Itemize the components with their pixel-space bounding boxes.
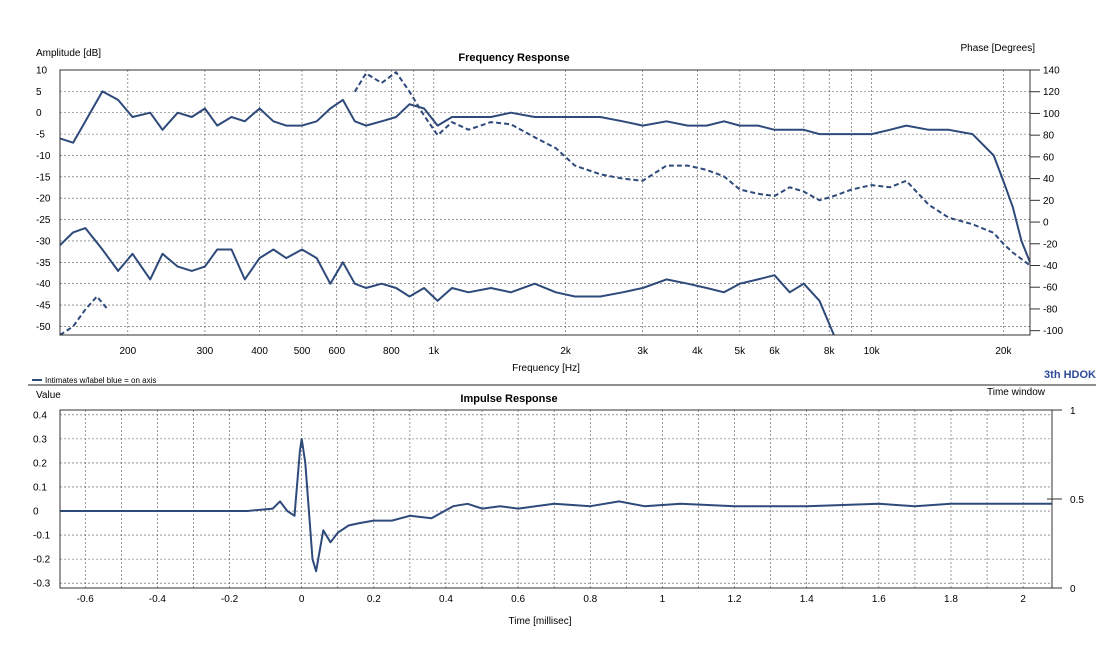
y-tick-label: 0.3 [33,434,47,445]
x-tick-label: 1.4 [800,594,814,605]
x-tick-label: 0 [299,594,305,605]
x-tick-labels: 200 300 400 500 600 800 1k 2k 3k 4k 5k 6k 8k 10k 20k [119,346,1012,357]
y-tick-label: 0.4 [33,410,47,421]
y-tick-label: 5 [36,87,42,98]
y-tick-label: -25 [36,215,51,226]
y2-tick-label: -60 [1043,283,1058,294]
y-tick-label: 0.2 [33,458,47,469]
x-tick-label: 1 [660,594,666,605]
x-tick-label: 5k [735,346,747,357]
y-tick-label: 0.1 [33,482,47,493]
series-line-2 [59,227,835,336]
y-tick-label: -35 [36,258,51,269]
y2-tick-label: 60 [1043,152,1055,163]
x-tick-label: 1.6 [872,594,886,605]
brand-text: 3th HDOK [1044,369,1096,381]
x-tick-label: 500 [294,346,311,357]
y2-tick-label: 0 [1070,584,1076,595]
y-tick-label: -40 [36,279,51,290]
y2-tick-label: 1 [1070,406,1076,417]
y2-tick-label: 100 [1043,109,1060,120]
y-tick-label: -45 [36,301,51,312]
chart-title: Impulse Response [460,393,557,405]
y2-axis-label: Phase [Degrees] [961,43,1036,54]
y2-tick-label: -100 [1043,326,1063,337]
y2-tick-label: 0.5 [1070,495,1084,506]
series-group [59,71,1031,336]
series-line-4 [59,295,109,336]
y2-tick-labels: 140 120 100 80 60 40 20 0 -20 -40 -60 -80 -100 [1030,66,1063,337]
x-tick-label: 2k [560,346,572,357]
x-tick-label: 0.4 [439,594,453,605]
x-tick-label: 200 [119,346,136,357]
grid [60,410,1052,588]
y-axis-label: Value [36,390,61,401]
x-axis-label: Time [millisec] [509,616,572,627]
frequency-response-chart: Frequency Response Amplitude [dB] Phase … [36,43,1063,374]
y-tick-label: -30 [36,236,51,247]
impulse-response-chart: Impulse Response Value Time window Time … [33,387,1084,627]
y-tick-label: -0.1 [33,531,51,542]
x-tick-label: 6k [769,346,781,357]
x-tick-label: 3k [637,346,649,357]
y2-tick-label: 40 [1043,174,1055,185]
x-tick-label: 1.2 [728,594,742,605]
x-tick-label: 8k [824,346,836,357]
x-tick-label: 2 [1020,594,1026,605]
y2-tick-label: -80 [1043,304,1058,315]
x-tick-label: 1.8 [944,594,958,605]
y-tick-labels: 10 5 0 -5 -10 -15 -20 -25 -30 -35 -40 -45 -50 [36,66,51,333]
series-line-3 [353,71,1031,267]
x-axis-label: Frequency [Hz] [512,363,580,374]
x-tick-label: 0.8 [583,594,597,605]
y-tick-label: -15 [36,172,51,183]
y2-tick-label: 0 [1043,218,1049,229]
y2-tick-label: -40 [1043,261,1058,272]
y-tick-label: -10 [36,151,51,162]
x-tick-label: 1k [429,346,441,357]
y2-tick-labels: 10.50 [1047,406,1084,595]
y-tick-label: 0 [33,507,39,518]
x-tick-label: 300 [197,346,214,357]
x-tick-label: -0.6 [77,594,95,605]
y-axis-label: Amplitude [dB] [36,48,101,59]
y2-tick-label: 20 [1043,196,1055,207]
y-tick-labels: 0.4 0.3 0.2 0.1 0 -0.1 -0.2 -0.3 [33,410,51,589]
impulse-line-1 [60,437,1052,573]
x-tick-label: 10k [864,346,881,357]
x-tick-label: 800 [383,346,400,357]
y-tick-label: 0 [36,108,42,119]
y2-tick-label: 140 [1043,66,1060,77]
plot-frame [59,69,1031,336]
y-tick-label: -20 [36,194,51,205]
chart-title: Frequency Response [458,52,569,64]
y2-tick-label: -20 [1043,239,1058,250]
plot-frame [59,409,1053,589]
y-tick-label: 10 [36,66,48,77]
y-tick-label: -0.3 [33,579,51,590]
y-tick-label: -0.2 [33,555,51,566]
series-group [60,437,1052,573]
x-tick-label: -0.2 [221,594,239,605]
x-tick-label: 0.2 [367,594,381,605]
x-tick-label: 400 [251,346,268,357]
series-line-1 [59,90,1031,263]
x-tick-label: -0.4 [149,594,167,605]
x-tick-label: 20k [995,346,1012,357]
divider-note: Intimates w/label blue = on axis [45,376,156,385]
y2-axis-label: Time window [987,387,1046,398]
x-tick-label: 4k [692,346,704,357]
y2-tick-label: 120 [1043,87,1060,98]
y-tick-label: -50 [36,322,51,333]
y2-tick-label: 80 [1043,131,1055,142]
x-tick-labels: -0.6 -0.4 -0.2 0 0.2 0.4 0.6 0.8 1 1.2 1.4 1.6 1.8 2 [77,594,1027,605]
x-tick-label: 600 [328,346,345,357]
x-tick-label: 0.6 [511,594,525,605]
y-tick-label: -5 [36,130,45,141]
